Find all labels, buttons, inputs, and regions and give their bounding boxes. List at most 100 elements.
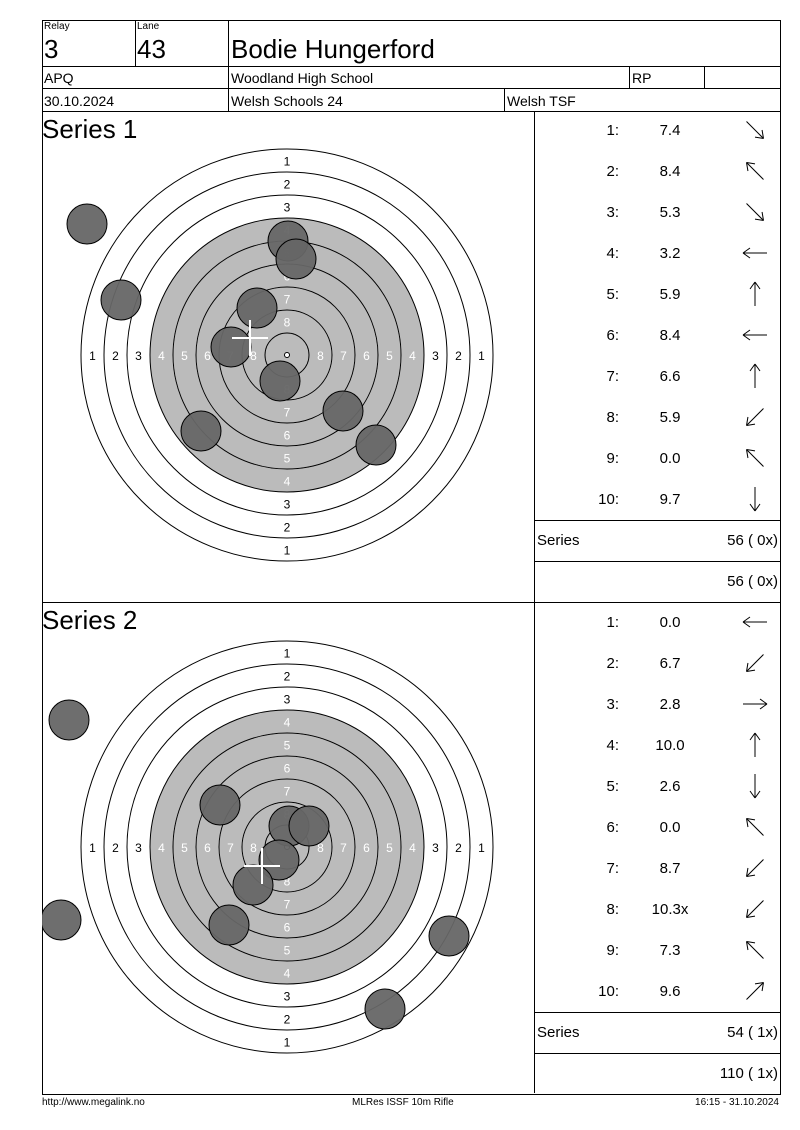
ring-number: 8 [250,349,257,363]
shot-number: 8: [606,409,619,426]
ring-number: 7 [340,349,347,363]
shot-number: 9: [606,942,619,959]
arrow-down-icon [749,774,761,799]
arrow-left-icon [742,247,767,259]
shot-number: 5: [606,778,619,795]
ring-number: 2 [112,841,119,855]
arrow-down-left-icon [746,654,764,672]
series-1-sum-line-2 [534,561,780,562]
shot-hole [199,784,241,826]
series-1-total: 56 ( 0x) [727,532,778,549]
ring-number: 4 [158,349,165,363]
shot-score: 5.9 [659,409,681,426]
ring-number: 7 [340,841,347,855]
ring-number: 6 [284,921,291,935]
shot-score: 10.3x [651,901,689,918]
shot-number: 9: [606,450,619,467]
shot-row: 6: 0.0 [535,807,779,848]
ring-number: 4 [284,967,291,981]
ring-number: 3 [284,693,291,707]
ring-number: 6 [284,429,291,443]
target-inner-ring [195,755,379,939]
series-2-sum-line-2 [534,1053,780,1054]
page-frame [42,20,781,1095]
ring-number: 4 [409,841,416,855]
ring-number: 6 [204,841,211,855]
target-inner-ring [218,778,356,916]
ring-number: 2 [284,521,291,535]
series-2-total-label: Series [537,1024,580,1041]
class-label: APQ [44,70,74,86]
shot-number: 10: [598,983,619,1000]
ring-number: 8 [317,841,324,855]
ring-number: 8 [284,316,291,330]
arrow-down-icon [749,487,761,512]
header-divider-2 [42,88,780,89]
shot-row: 5: 5.9 [535,274,779,315]
target-inner-ring [241,801,333,893]
shot-number: 7: [606,368,619,385]
shot-hole [66,203,108,245]
shot-hole [364,988,406,1030]
shot-score: 2.6 [659,778,681,795]
ring-number: 3 [432,349,439,363]
shot-hole [48,699,90,741]
footer-url[interactable]: http://www.megalink.no [42,1097,145,1108]
shot-hole [355,424,397,466]
shot-hole [288,805,330,847]
target-2: 11112222333344445555666677778888 [42,640,494,1054]
series-title: Series 2 [42,605,138,635]
ring-number: 2 [284,670,291,684]
shot-score: 0.0 [659,614,681,631]
shot-number: 1: [606,122,619,139]
shot-number: 10: [598,491,619,508]
ring-number: 6 [363,841,370,855]
shot-row: 4: 3.2 [535,233,779,274]
target-ring [126,194,448,516]
shot-score: 0.0 [659,450,681,467]
shot-number: 6: [606,819,619,836]
shot-number: 7: [606,860,619,877]
ring-number: 8 [317,349,324,363]
shot-row: 1: 0.0 [535,602,779,643]
shot-hole [232,864,274,906]
shot-row: 1: 7.4 [535,110,779,151]
shot-score: 7.3 [659,942,681,959]
header-vline-relay [135,20,136,66]
relay-label: Relay [44,21,70,32]
competition-name: Welsh Schools 24 [231,93,343,109]
relay-value: 3 [44,34,59,64]
ring-number: 1 [89,841,96,855]
arrow-up-icon [749,732,761,757]
shot-row: 7: 8.7 [535,848,779,889]
ring-number: 1 [284,647,291,661]
shot-hole [100,279,142,321]
ring-number: 4 [284,475,291,489]
ring-number: 3 [284,990,291,1004]
ring-number: 7 [227,841,234,855]
shot-score: 8.4 [659,163,681,180]
shot-score: 9.6 [659,983,681,1000]
arrow-down-left-icon [746,859,764,877]
ring-number: 1 [89,349,96,363]
ring-number: 7 [284,406,291,420]
series-2-sum-line-1 [534,1012,780,1013]
ring-number: 5 [386,349,393,363]
arrow-up-left-icon [746,449,764,467]
shot-hole [42,899,82,941]
shot-number: 4: [606,245,619,262]
ring-number: 8 [250,841,257,855]
target-ring [126,686,448,1008]
shot-row: 8: 10.3x [535,889,779,930]
shot-score: 0.0 [659,819,681,836]
organizer-name: Welsh TSF [507,93,576,109]
shot-hole [208,904,250,946]
arrow-down-left-icon [746,408,764,426]
lane-value: 43 [137,34,166,64]
shot-score: 10.0 [655,737,685,754]
header-vline-org [504,88,505,111]
series-2-running-total: 110 ( 1x) [719,1065,778,1082]
shot-number: 8: [606,901,619,918]
arrow-up-icon [749,281,761,306]
target-ring [103,663,471,1031]
